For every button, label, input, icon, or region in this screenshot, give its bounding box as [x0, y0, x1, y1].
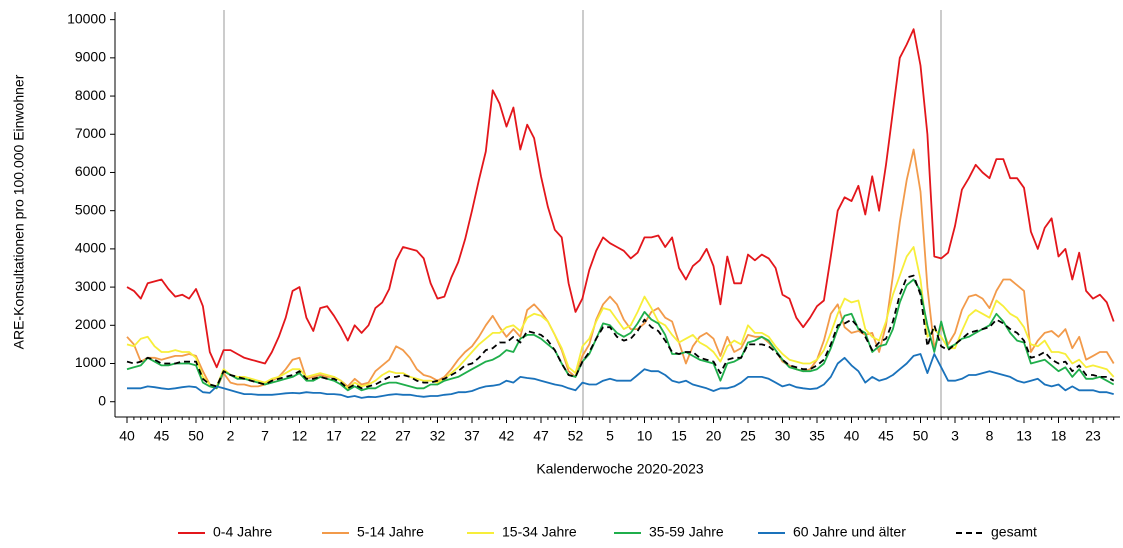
- y-tick-label: 9000: [75, 49, 106, 65]
- y-axis-label: ARE-Konsultationen pro 100.000 Einwohner: [11, 74, 27, 349]
- legend-label: 60 Jahre und älter: [793, 524, 906, 540]
- x-tick-label: 45: [878, 428, 894, 444]
- x-tick-label: 50: [913, 428, 929, 444]
- x-tick-label: 10: [637, 428, 653, 444]
- y-tick-label: 8000: [75, 87, 106, 103]
- x-tick-label: 17: [326, 428, 342, 444]
- x-tick-label: 18: [1051, 428, 1067, 444]
- x-tick-label: 23: [1085, 428, 1101, 444]
- x-tick-label: 47: [533, 428, 549, 444]
- x-tick-label: 30: [775, 428, 791, 444]
- x-tick-label: 3: [951, 428, 959, 444]
- legend-label: 0-4 Jahre: [213, 524, 272, 540]
- y-tick-label: 2000: [75, 316, 106, 332]
- x-tick-label: 50: [188, 428, 204, 444]
- series-line: [126, 246, 1115, 390]
- series-line: [127, 353, 1114, 399]
- series-line: [126, 278, 1115, 392]
- series-line: [126, 148, 1115, 390]
- legend-label: 15-34 Jahre: [502, 524, 577, 540]
- x-tick-label: 32: [430, 428, 446, 444]
- legend-label: gesamt: [991, 524, 1037, 540]
- x-tick-label: 22: [361, 428, 377, 444]
- x-tick-label: 40: [119, 428, 135, 444]
- x-tick-label: 27: [395, 428, 411, 444]
- y-tick-label: 5000: [75, 201, 106, 217]
- y-tick-label: 7000: [75, 125, 106, 141]
- x-tick-label: 8: [986, 428, 994, 444]
- y-tick-label: 0: [98, 392, 106, 408]
- x-tick-label: 40: [844, 428, 860, 444]
- x-tick-label: 20: [706, 428, 722, 444]
- x-tick-label: 2: [227, 428, 235, 444]
- series-line: [126, 274, 1115, 390]
- x-tick-label: 52: [568, 428, 584, 444]
- x-tick-label: 42: [499, 428, 515, 444]
- x-tick-label: 13: [1016, 428, 1032, 444]
- x-axis-label: Kalenderwoche 2020-2023: [536, 461, 704, 477]
- year-separators: [223, 10, 942, 417]
- x-tick-label: 45: [154, 428, 170, 444]
- y-tick-label: 3000: [75, 278, 106, 294]
- y-tick-label: 6000: [75, 163, 106, 179]
- x-tick-label: 37: [464, 428, 480, 444]
- series-line: [126, 28, 1115, 369]
- x-tick-label: 35: [809, 428, 825, 444]
- y-tick-label: 4000: [75, 240, 106, 256]
- x-tick-label: 5: [606, 428, 614, 444]
- x-tick-label: 7: [261, 428, 269, 444]
- y-tick-label: 10000: [67, 10, 106, 26]
- y-tick-label: 1000: [75, 354, 106, 370]
- x-tick-label: 15: [671, 428, 687, 444]
- x-tick-label: 25: [740, 428, 756, 444]
- x-tick-label: 12: [292, 428, 308, 444]
- legend-label: 5-14 Jahre: [357, 524, 424, 540]
- legend-label: 35-59 Jahre: [649, 524, 724, 540]
